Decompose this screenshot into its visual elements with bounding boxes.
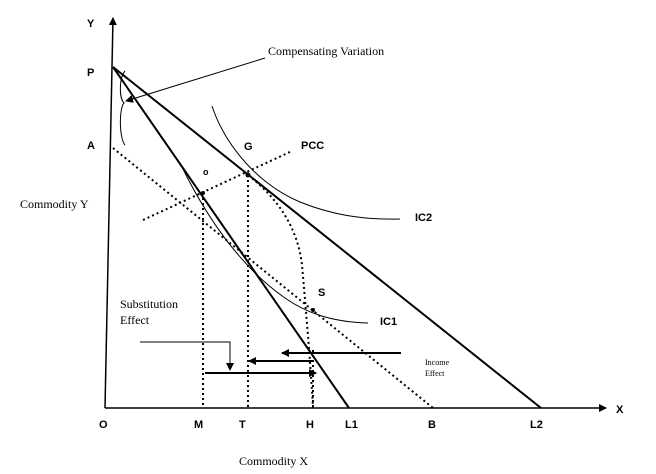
point-g-label: G <box>244 141 253 153</box>
point-o-label: o <box>203 167 209 177</box>
origin-label: O <box>99 419 108 431</box>
point-l2-label: L2 <box>530 419 543 431</box>
ic2-label: IC2 <box>415 212 432 224</box>
point-l1-label: L1 <box>345 419 358 431</box>
point-a-label: A <box>87 140 95 152</box>
point-s-label: S <box>318 287 325 299</box>
compensating-variation-brace <box>119 70 126 146</box>
ic1-label: IC1 <box>380 316 397 328</box>
pcc-line <box>142 150 293 221</box>
point-m-label: M <box>194 419 203 431</box>
pcc-label: PCC <box>301 140 324 152</box>
x-axis-title: Commodity X <box>239 454 308 468</box>
income-effect-label-line2: Effect <box>425 369 445 378</box>
point-b-label: B <box>428 419 436 431</box>
point-g-marker <box>245 172 251 178</box>
point-h-label: H <box>306 419 314 431</box>
indifference-curve-ic1 <box>179 162 369 324</box>
point-p-label: P <box>87 67 94 79</box>
point-o-marker <box>201 191 205 195</box>
income-effect-label-line1: Income <box>425 358 449 367</box>
substitution-effect-label-line1: Substitution <box>120 297 178 311</box>
compensating-variation-pointer <box>125 57 266 103</box>
budget-line-pl1 <box>112 66 350 409</box>
x-axis-label: X <box>616 404 624 416</box>
point-s-marker <box>311 308 315 312</box>
y-axis-line <box>104 17 117 409</box>
y-axis-label: Y <box>87 18 95 30</box>
substitution-effect-label-line2: Effect <box>120 313 150 327</box>
budget-line-pl2 <box>112 66 542 409</box>
point-t-label: T <box>239 419 246 431</box>
dotted-arc-g-to-h <box>247 174 314 409</box>
indifference-curve-ic2 <box>211 105 401 220</box>
y-axis-title: Commodity Y <box>20 197 89 211</box>
substitution-effect-pointer <box>140 341 234 371</box>
compensated-budget-line-ab <box>112 147 434 409</box>
compensating-variation-label: Compensating Variation <box>268 44 384 58</box>
